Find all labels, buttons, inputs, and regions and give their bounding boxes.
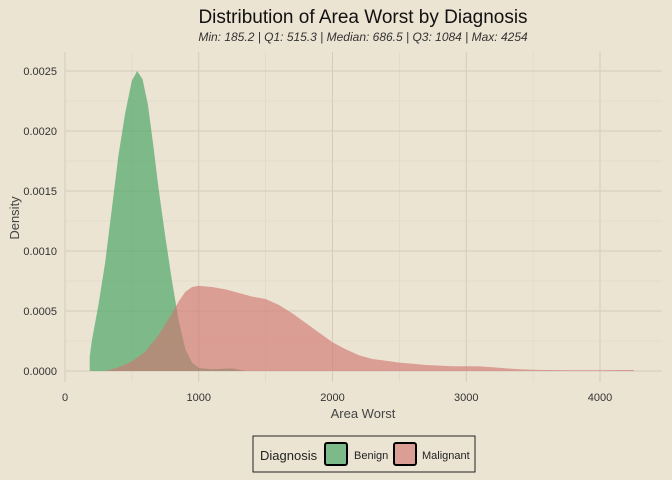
chart-title: Distribution of Area Worst by Diagnosis — [198, 7, 527, 28]
density-area-malignant — [105, 285, 635, 371]
x-tick-label: 3000 — [454, 392, 478, 404]
legend-swatch-malignant — [393, 442, 417, 466]
legend-swatch-benign — [324, 442, 348, 466]
x-axis-label: Area Worst — [331, 406, 396, 421]
legend-frame — [252, 435, 476, 473]
legend-label-benign: Benign — [354, 450, 388, 462]
y-tick-label: 0.0020 — [23, 126, 57, 138]
y-tick-label: 0.0000 — [23, 366, 57, 378]
y-axis-label: Density — [7, 196, 22, 240]
legend-label-malignant: Malignant — [422, 450, 470, 462]
x-tick-label: 0 — [62, 392, 68, 404]
density-area-benign — [89, 71, 246, 371]
density-areas — [89, 71, 635, 371]
y-axis-ticks: 0.0000 0.0005 0.0010 0.0015 0.0020 0.0025 — [23, 66, 57, 378]
legend-title: Diagnosis — [260, 448, 318, 463]
y-tick-label: 0.0015 — [23, 186, 57, 198]
y-tick-label: 0.0025 — [23, 66, 57, 78]
chart-subtitle: Min: 185.2 | Q1: 515.3 | Median: 686.5 |… — [198, 30, 528, 44]
x-tick-label: 4000 — [588, 392, 612, 404]
legend: Diagnosis Benign Malignant — [252, 435, 476, 473]
y-tick-label: 0.0010 — [23, 246, 57, 258]
x-axis-ticks: 0 1000 2000 3000 4000 — [62, 392, 612, 404]
y-tick-label: 0.0005 — [23, 306, 57, 318]
x-tick-label: 2000 — [320, 392, 344, 404]
x-tick-label: 1000 — [187, 392, 211, 404]
